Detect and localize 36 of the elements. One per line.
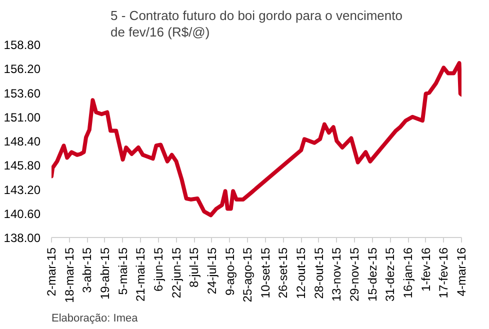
x-tick-label: 16-jan-16 [401,247,416,298]
y-tick-label: 140.60 [4,206,41,221]
x-tick-label: 4-mar-16 [454,247,468,296]
y-tick-label: 153.60 [4,86,41,100]
line-series [52,61,462,218]
y-tick-label: 145.80 [4,158,41,173]
x-tick-label: 24-jul-15 [204,247,219,294]
chart-title: 5 - Contrato futuro do boi gordo para o vencimento de fev/16 (R$/@) [110,8,402,40]
x-tick-label: 26-set-15 [276,247,290,298]
y-tick-label: 138.00 [4,231,41,245]
text: Elaboração: Imea [52,312,139,324]
x-tick-label: 31-dez-15 [383,247,398,302]
x-tick-label: 19-abr-15 [98,247,112,300]
x-tick-label: 5-mai-15 [116,247,130,295]
x-tick-label: 17-fev-16 [436,247,451,298]
x-tick-label: 22-jun-15 [169,247,184,298]
y-tick-label: 143.20 [4,182,41,197]
x-tick-label: 8-jul-15 [187,247,202,288]
x-tick-label: 2-mar-15 [44,247,58,296]
y-tick-label: 148.40 [4,134,41,148]
x-tick-label: 3-abr-15 [80,247,94,293]
y-tick-label: 151.00 [4,110,41,124]
x-tick-label: 18-mar-15 [62,247,76,303]
x-tick-label: 10-set-15 [258,247,272,298]
x-tick-label: 25-ago-15 [240,247,255,302]
x-tick-label: 15-dez-15 [365,247,380,302]
x-tick-label: 13-nov-15 [330,247,344,302]
x-tick-label: 21-mai-15 [134,247,148,302]
x-tick-label: 6-jun-15 [151,247,166,292]
x-tick-label: 29-nov-15 [348,247,362,302]
x-tick-label: 12-out-15 [294,247,308,299]
x-tick-label: 9-ago-15 [222,247,237,296]
x-tick-label: 28-out-15 [312,247,326,299]
x-tick-label: 1-fev-16 [418,247,433,292]
y-tick-label: 158.80 [4,38,41,52]
y-tick-label: 156.20 [4,62,41,76]
